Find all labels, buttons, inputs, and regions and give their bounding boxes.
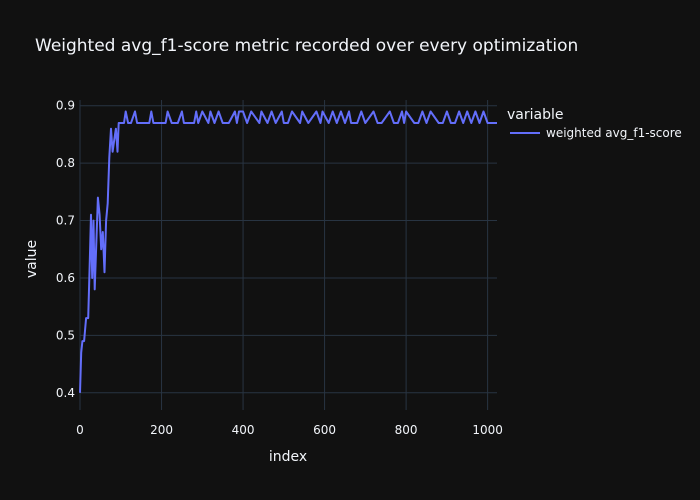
y-tick-label: 0.6 (56, 271, 75, 285)
legend: variable weighted avg_f1-score (507, 107, 682, 140)
legend-item[interactable]: weighted avg_f1-score (510, 126, 682, 140)
y-tick-label: 0.5 (56, 328, 75, 342)
y-tick-label: 0.7 (56, 214, 75, 228)
y-axis-ticks: 0.4 0.5 0.6 0.7 0.8 0.9 (56, 99, 75, 400)
legend-title: variable (507, 107, 563, 123)
y-tick-label: 0.9 (56, 99, 75, 113)
legend-item-label: weighted avg_f1-score (546, 126, 682, 140)
series-layer (79, 110, 497, 393)
x-tick-label: 0 (76, 423, 84, 437)
y-tick-label: 0.8 (56, 156, 75, 170)
x-tick-label: 200 (150, 423, 173, 437)
grid (79, 100, 497, 410)
x-tick-label: 800 (395, 423, 418, 437)
x-tick-label: 600 (313, 423, 336, 437)
x-tick-label: 400 (232, 423, 255, 437)
chart-title: Weighted avg_f1-score metric recorded ov… (35, 36, 578, 56)
x-axis-ticks: 0 200 400 600 800 1000 (76, 423, 503, 437)
x-axis-title: index (269, 449, 307, 465)
x-tick-label: 1000 (472, 423, 503, 437)
y-tick-label: 0.4 (56, 386, 75, 400)
y-axis-title: value (24, 240, 40, 278)
series-line[interactable] (79, 110, 497, 393)
